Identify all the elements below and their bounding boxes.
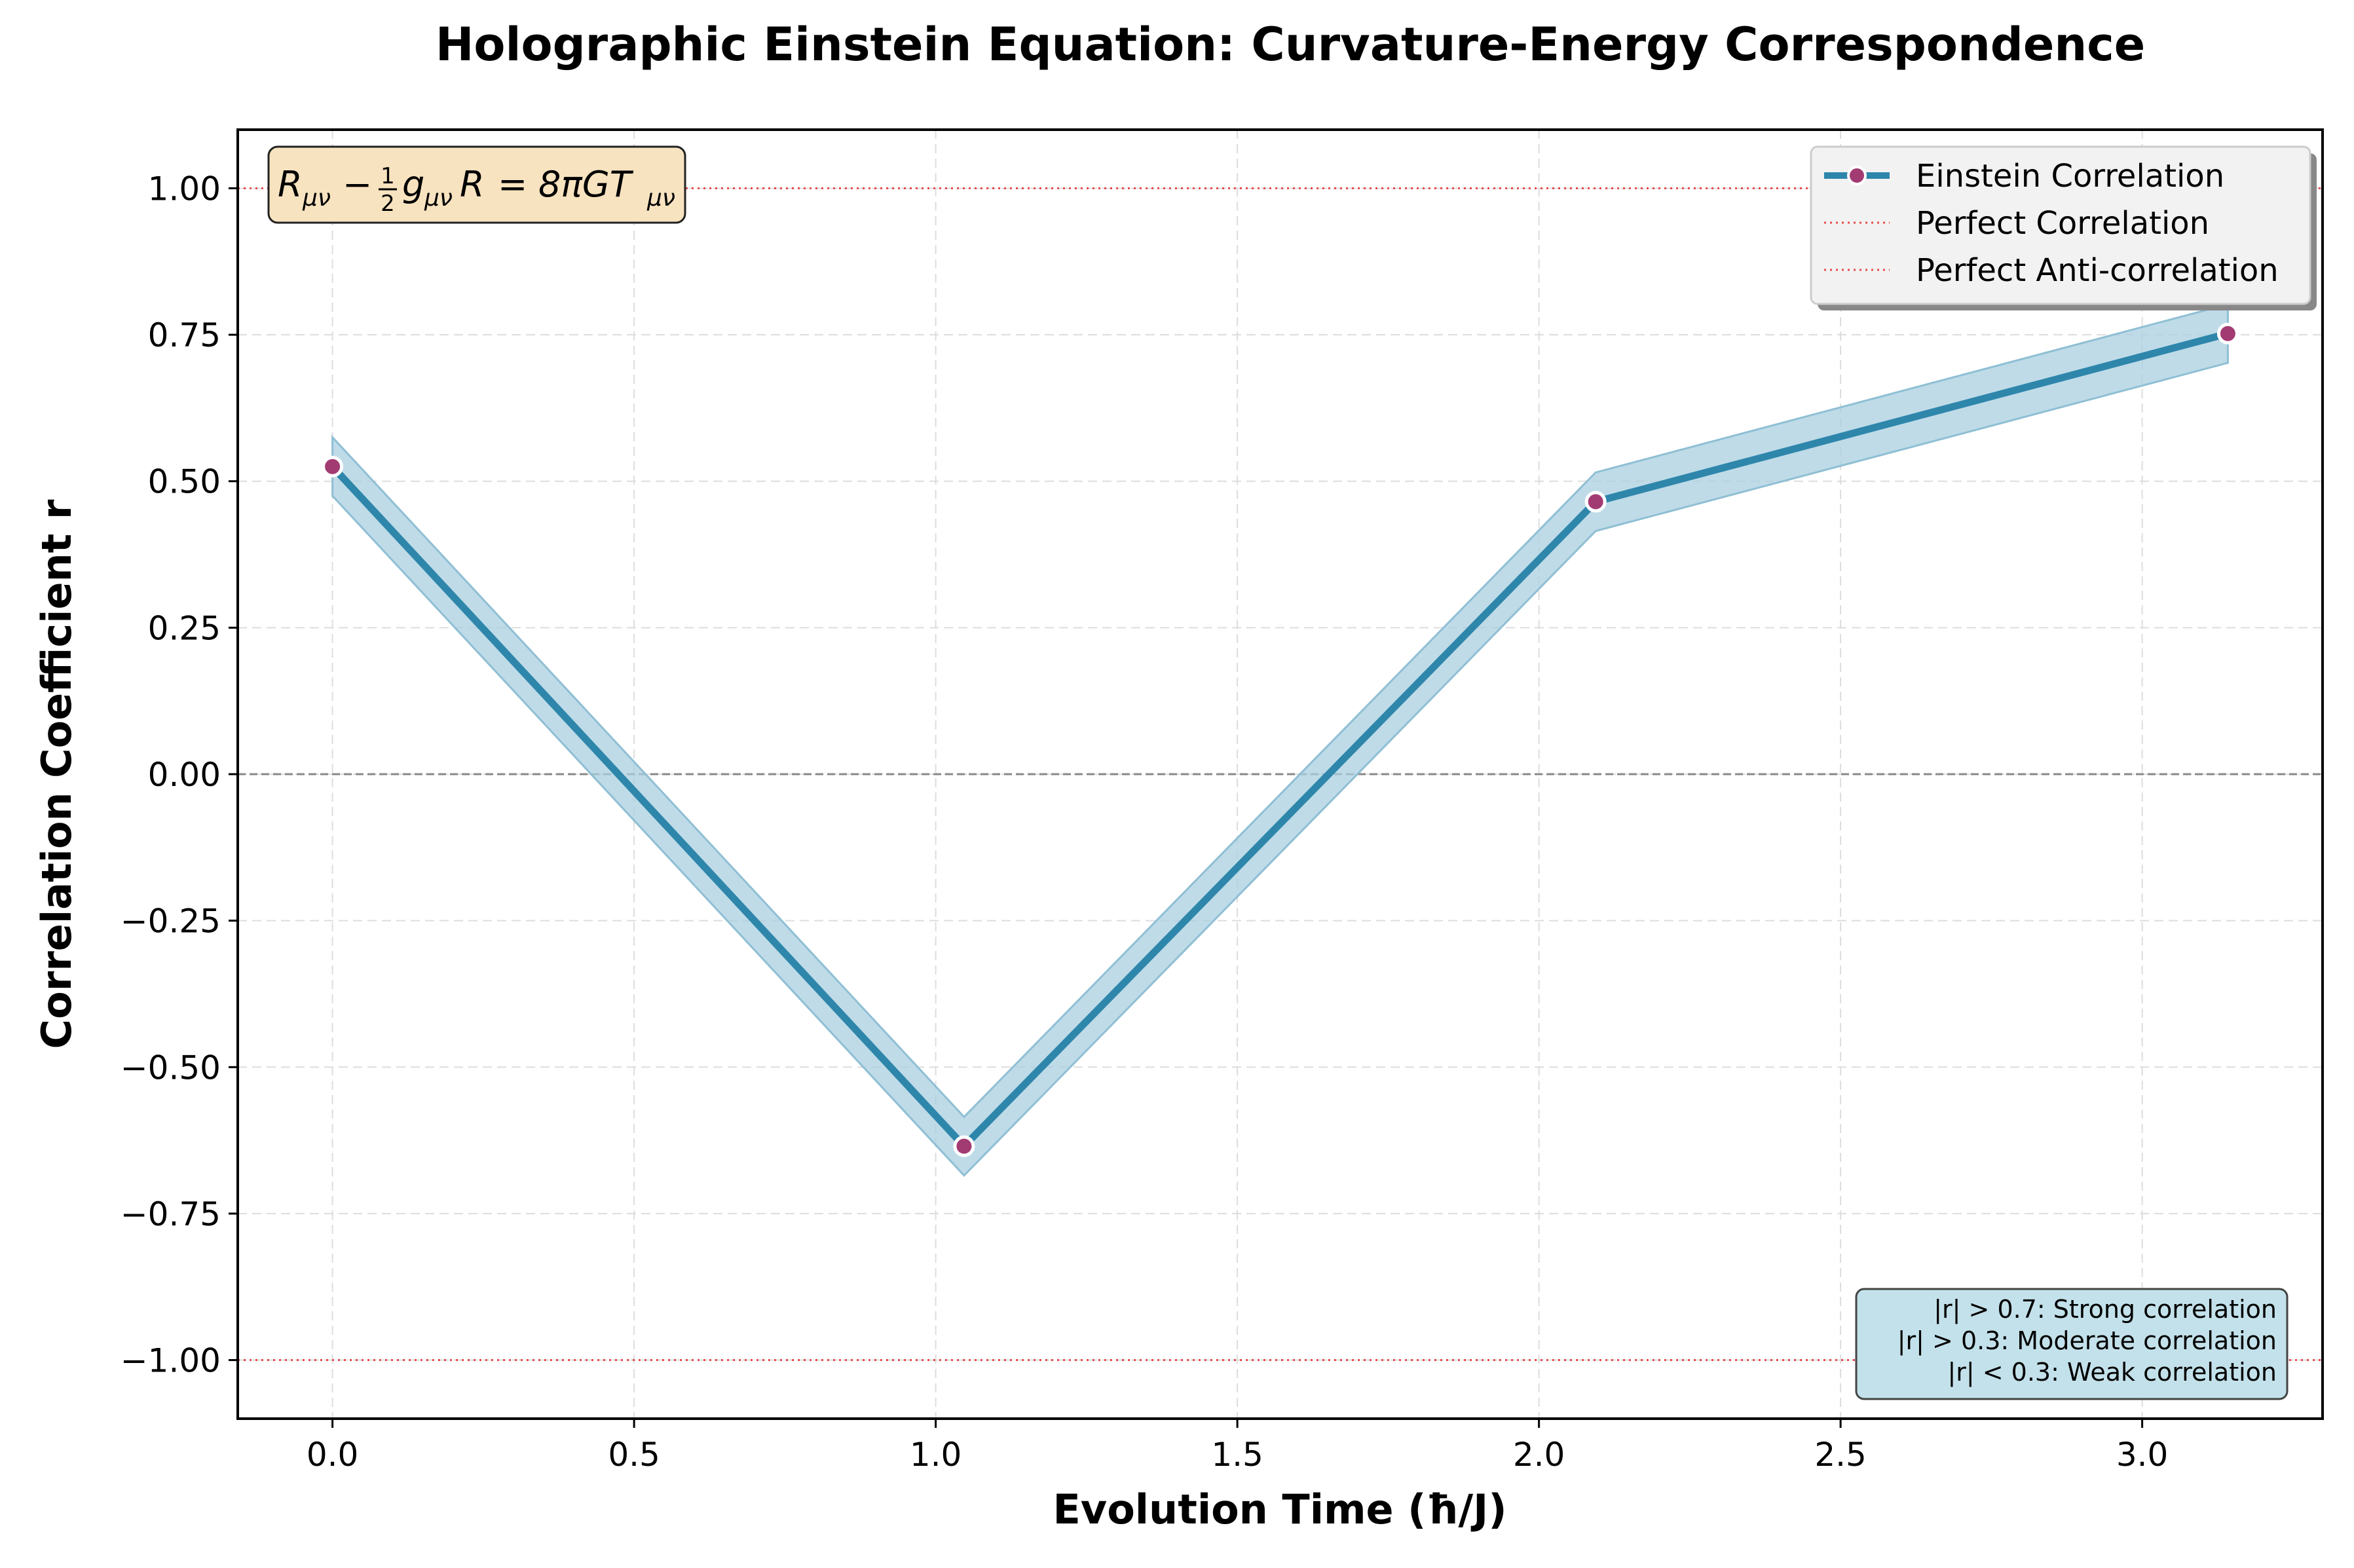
equation-rhs: 8πGT xyxy=(538,164,634,205)
chart-title: Holographic Einstein Equation: Curvature… xyxy=(436,18,2145,71)
legend-einstein-marker xyxy=(1847,166,1867,185)
equation-box-background xyxy=(267,145,686,224)
series-line-layer xyxy=(329,329,2232,1150)
equation-r: R xyxy=(278,164,303,205)
y-tick-label-5: −0.25 xyxy=(121,903,221,941)
info-box-background xyxy=(1855,1288,2289,1400)
series-line-segment-1 xyxy=(960,498,1599,1150)
x-axis-ticks: 0.0 0.5 1.0 1.5 2.0 2.5 3.0 xyxy=(307,1419,2169,1474)
legend: Einstein Correlation Perfect Correlation… xyxy=(1810,145,2317,310)
series-marker-layer xyxy=(322,322,2239,1157)
x-tick-label-3: 1.5 xyxy=(1211,1436,1263,1474)
series-line-segment-2 xyxy=(1592,329,2232,506)
equation-mn-2: μν xyxy=(424,185,453,212)
reference-lines xyxy=(238,187,2323,1362)
y-tick-label-2: 0.50 xyxy=(148,463,221,501)
info-box-line-weak: |r| < 0.3: Weak correlation xyxy=(1947,1358,2277,1387)
legend-perfect-correlation-label: Perfect Correlation xyxy=(1916,205,2209,242)
data-point-3 xyxy=(2216,322,2239,345)
equation-mn-3: μν xyxy=(646,185,675,212)
y-axis-label: Correlation Coefficient r xyxy=(33,499,81,1049)
x-tick-label-5: 2.5 xyxy=(1814,1436,1867,1474)
y-tick-label-8: −1.00 xyxy=(121,1342,221,1380)
equation-r2: R xyxy=(460,164,485,205)
equation-box: R μν − 1 2 g μν R = 8πGT μν xyxy=(267,145,686,224)
equation-half-den: 2 xyxy=(381,191,395,217)
info-box-line-moderate: |r| > 0.3: Moderate correlation xyxy=(1897,1326,2277,1356)
x-tick-label-4: 2.0 xyxy=(1513,1436,1565,1474)
y-tick-label-7: −0.75 xyxy=(121,1195,221,1233)
y-axis-ticks: 1.00 0.75 0.50 0.25 0.00 −0.25 −0.50 −0.75 −1.00 xyxy=(121,170,238,1380)
legend-background xyxy=(1810,145,2311,305)
x-tick-label-0: 0.0 xyxy=(307,1436,359,1474)
equation-mn-1: μν xyxy=(302,185,331,212)
y-tick-label-6: −0.50 xyxy=(121,1049,221,1087)
info-box: |r| > 0.7: Strong correlation |r| > 0.3:… xyxy=(1855,1288,2289,1400)
confidence-band-0 xyxy=(331,303,2229,1177)
y-tick-label-3: 0.25 xyxy=(148,609,221,647)
y-tick-label-0: 1.00 xyxy=(148,170,221,208)
equation-half-num: 1 xyxy=(381,163,395,189)
equation-minus: − xyxy=(343,164,372,205)
legend-perfect-anticorrelation-label: Perfect Anti-correlation xyxy=(1916,252,2279,289)
equation-g: g xyxy=(402,164,424,205)
data-point-0 xyxy=(322,455,344,477)
y-tick-label-1: 0.75 xyxy=(148,316,221,354)
x-axis-label: Evolution Time (ħ/J) xyxy=(1053,1485,1506,1533)
info-box-line-strong: |r| > 0.7: Strong correlation xyxy=(1934,1295,2277,1324)
x-tick-label-6: 3.0 xyxy=(2116,1436,2169,1474)
y-tick-label-4: 0.00 xyxy=(148,756,221,794)
x-tick-label-2: 1.0 xyxy=(910,1436,962,1474)
data-point-1 xyxy=(953,1135,975,1157)
equation-formula: R μν − 1 2 g μν R = 8πGT μν xyxy=(278,163,675,217)
x-tick-label-1: 0.5 xyxy=(608,1436,660,1474)
data-point-2 xyxy=(1584,491,1607,513)
series-line-segment-0 xyxy=(329,462,968,1150)
legend-einstein-label: Einstein Correlation xyxy=(1916,158,2224,195)
confidence-band-layer xyxy=(331,303,2229,1177)
equation-equals: = xyxy=(498,164,527,205)
